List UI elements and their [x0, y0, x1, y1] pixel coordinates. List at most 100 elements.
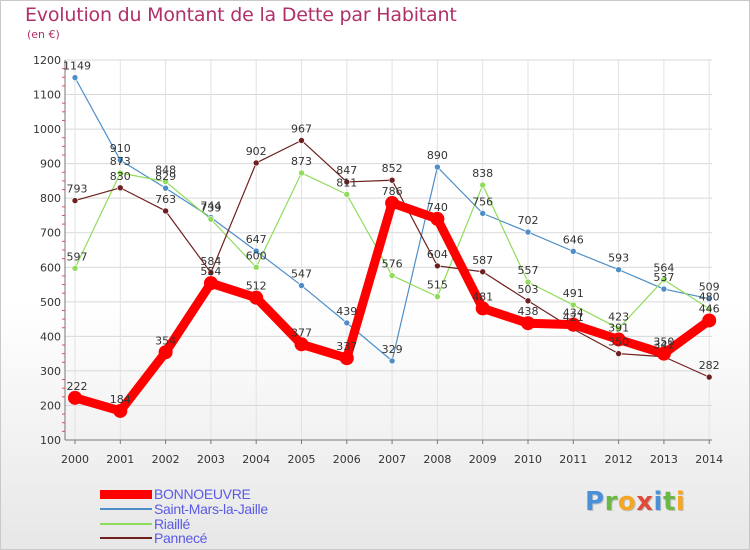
data-point [71, 265, 79, 272]
data-point [660, 276, 668, 284]
data-point [298, 137, 305, 144]
data-label: 847 [336, 164, 357, 177]
y-tick-label: 900 [40, 158, 61, 171]
y-tick-label: 100 [40, 434, 61, 447]
data-point [434, 262, 441, 270]
y-tick-label: 600 [40, 261, 61, 274]
data-label: 576 [382, 258, 403, 271]
data-label: 890 [427, 149, 448, 162]
data-point [207, 215, 215, 223]
x-tick-label: 2014 [695, 453, 723, 466]
y-tick-label: 200 [40, 399, 61, 412]
data-point [615, 350, 622, 357]
data-point [705, 305, 713, 313]
data-label: 600 [246, 249, 267, 262]
data-label: 646 [563, 233, 584, 246]
x-tick-label: 2013 [650, 453, 678, 466]
data-point [524, 278, 532, 286]
data-label: 593 [608, 252, 629, 265]
data-label: 341 [653, 339, 674, 352]
data-point [343, 191, 351, 198]
data-label: 446 [699, 302, 720, 315]
logo-letter: i [675, 487, 686, 517]
data-point [569, 301, 577, 309]
data-label: 740 [427, 201, 448, 214]
data-point [71, 197, 79, 204]
data-label: 509 [699, 281, 720, 294]
data-label: 852 [382, 162, 403, 175]
x-tick-label: 2002 [152, 453, 180, 466]
data-point [524, 297, 532, 305]
data-label: 377 [291, 326, 312, 339]
data-label: 391 [608, 321, 629, 334]
x-tick-label: 2007 [378, 453, 406, 466]
data-label: 1149 [63, 60, 91, 73]
data-label: 481 [472, 290, 493, 303]
data-label: 537 [653, 271, 674, 284]
data-label: 350 [608, 336, 629, 349]
x-tick-label: 2005 [288, 453, 316, 466]
data-label: 503 [518, 283, 539, 296]
legend-item: Pannecé [100, 530, 208, 546]
data-label: 647 [246, 233, 267, 246]
y-tick-label: 300 [40, 365, 61, 378]
legend-swatch [100, 508, 152, 510]
data-point [294, 337, 309, 352]
data-label: 597 [67, 250, 88, 263]
data-point [656, 346, 671, 361]
x-tick-label: 2004 [242, 453, 270, 466]
data-point [388, 272, 396, 279]
data-point [615, 325, 622, 332]
axes: 1002003004005006007008009001000110012002… [33, 54, 723, 466]
data-label: 554 [200, 265, 221, 278]
data-label: 838 [472, 167, 493, 180]
data-label: 739 [200, 201, 221, 214]
data-label: 604 [427, 248, 448, 261]
data-label: 830 [110, 170, 131, 183]
data-point [388, 176, 396, 184]
x-tick-label: 2009 [469, 453, 497, 466]
legend-label: Riaillé [154, 516, 191, 532]
chart-unit: (en €) [27, 28, 60, 41]
data-label: 337 [336, 340, 357, 353]
logo-letter: P [585, 487, 605, 517]
data-point [252, 159, 260, 167]
data-point [660, 285, 668, 293]
data-label: 873 [291, 155, 312, 168]
data-label: 184 [110, 393, 131, 406]
data-point [298, 169, 305, 177]
data-label: 967 [291, 122, 312, 135]
data-point [566, 317, 581, 332]
data-label: 547 [291, 268, 312, 281]
data-point [298, 282, 305, 289]
data-point [385, 196, 400, 211]
legend-label: Pannecé [154, 530, 208, 546]
y-tick-label: 700 [40, 227, 61, 240]
series-lines [68, 74, 717, 418]
data-point [479, 210, 487, 217]
logo-letter: i [653, 487, 663, 517]
data-label: 848 [155, 164, 176, 177]
data-point [158, 345, 173, 360]
legend-item: Riaillé [100, 516, 191, 532]
legend-swatch [100, 537, 152, 539]
y-tick-label: 500 [40, 296, 61, 309]
x-tick-label: 2000 [61, 453, 89, 466]
y-tick-label: 1000 [33, 123, 61, 136]
data-point [117, 169, 124, 177]
data-point [162, 178, 169, 185]
data-point [434, 293, 441, 300]
data-labels: 222 184 354 554 512 377 337 786 740 481 438 434 391 3… [63, 60, 720, 406]
data-label: 557 [518, 264, 539, 277]
data-point [521, 316, 535, 331]
grid [65, 59, 712, 441]
data-point [343, 178, 351, 186]
y-tick-label: 1200 [33, 54, 61, 67]
data-point [117, 156, 124, 164]
data-label: 350 [653, 336, 674, 349]
data-label: 354 [155, 334, 176, 347]
data-point [113, 403, 128, 418]
data-label: 811 [336, 176, 357, 189]
data-label: 515 [427, 279, 448, 292]
x-tick-label: 2012 [605, 453, 633, 466]
